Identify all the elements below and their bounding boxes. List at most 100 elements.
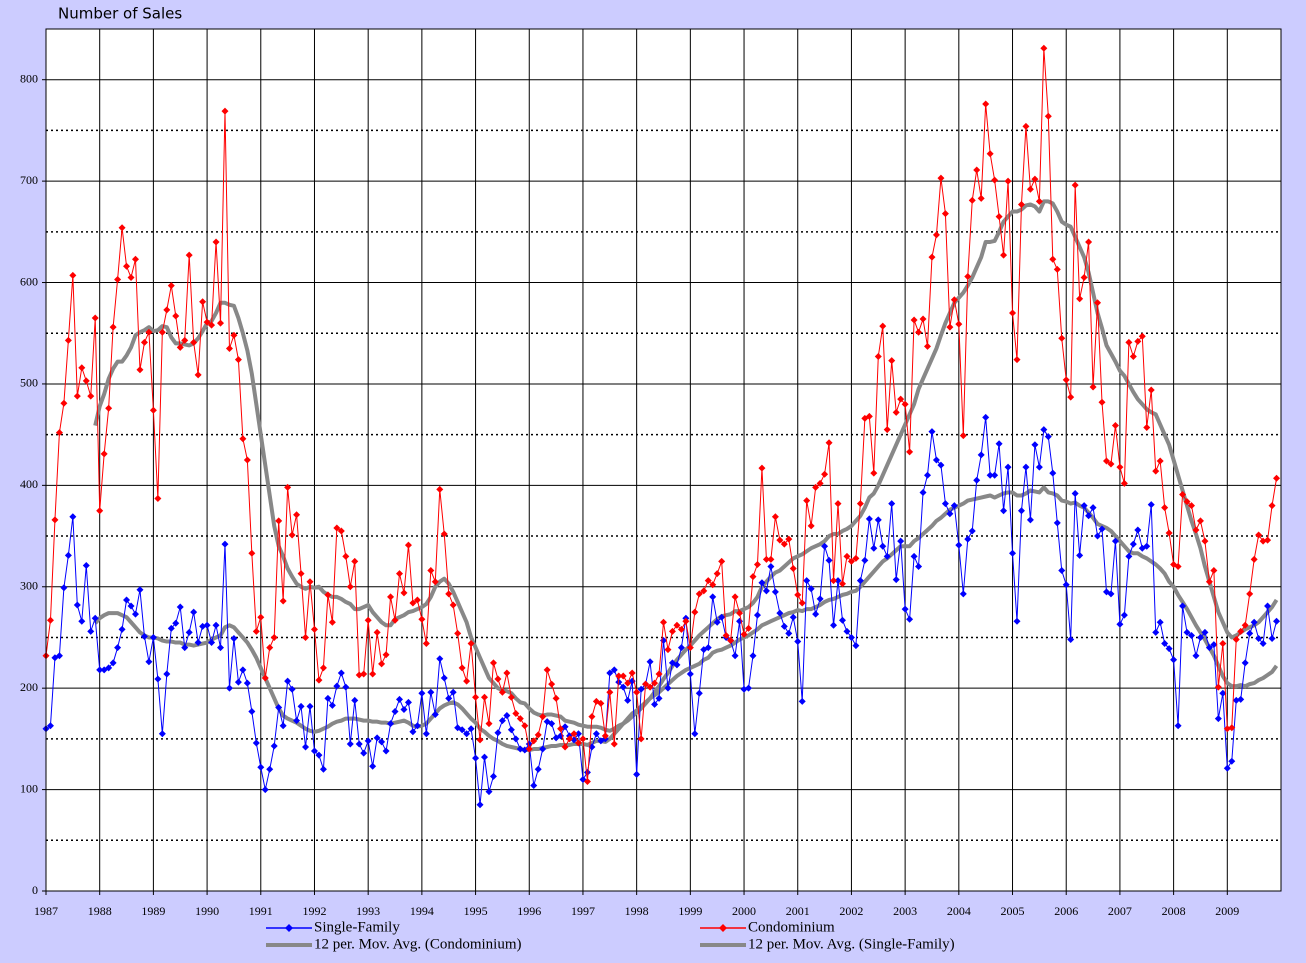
data-point	[964, 535, 972, 543]
data-point	[1183, 628, 1191, 636]
data-point	[677, 625, 685, 633]
data-point	[154, 675, 162, 683]
data-point	[838, 580, 846, 588]
data-point	[807, 585, 815, 593]
x-tick-label: 2000	[732, 904, 756, 918]
data-point	[1143, 542, 1151, 550]
data-point	[628, 669, 636, 677]
data-point	[1161, 504, 1169, 512]
data-point	[1040, 426, 1048, 434]
data-point	[718, 557, 726, 565]
data-point	[915, 562, 923, 570]
data-point	[910, 316, 918, 324]
data-point	[731, 593, 739, 601]
data-point	[727, 637, 735, 645]
data-point	[288, 685, 296, 693]
data-point	[136, 586, 144, 594]
data-point	[1264, 602, 1272, 610]
data-point	[633, 688, 641, 696]
data-point	[1031, 441, 1039, 449]
data-point	[574, 739, 582, 747]
data-point	[1147, 501, 1155, 509]
data-point	[257, 613, 265, 621]
data-point	[1062, 376, 1070, 384]
x-tick-label: 2007	[1108, 904, 1132, 918]
x-tick-label: 1998	[625, 904, 649, 918]
data-point	[440, 674, 448, 682]
data-point	[481, 693, 489, 701]
data-point	[78, 617, 86, 625]
data-point	[319, 765, 327, 773]
x-tick-label: 1995	[464, 904, 488, 918]
data-point	[328, 701, 336, 709]
data-point	[230, 634, 238, 642]
data-point	[140, 338, 148, 346]
data-point	[570, 730, 578, 738]
data-point	[1246, 629, 1254, 637]
data-point	[941, 210, 949, 218]
data-point	[1013, 356, 1021, 364]
data-point	[1053, 519, 1061, 527]
data-point	[346, 740, 354, 748]
data-point	[306, 578, 314, 586]
data-point	[709, 593, 717, 601]
data-point	[266, 765, 274, 773]
data-point	[355, 740, 363, 748]
data-point	[883, 552, 891, 560]
y-tick-label: 400	[20, 477, 38, 491]
data-point	[109, 323, 117, 331]
data-point	[463, 730, 471, 738]
data-point	[127, 273, 135, 281]
data-point	[248, 708, 256, 716]
data-point	[257, 763, 265, 771]
data-point	[1026, 516, 1034, 524]
data-point	[1076, 295, 1084, 303]
data-point	[409, 599, 417, 607]
data-point	[221, 107, 229, 115]
data-point	[270, 633, 278, 641]
data-point	[328, 618, 336, 626]
data-point	[1009, 309, 1017, 317]
data-point	[816, 595, 824, 603]
data-point	[906, 615, 914, 623]
data-point	[888, 357, 896, 365]
data-point	[548, 680, 556, 688]
data-point	[46, 616, 54, 624]
data-point	[1062, 581, 1070, 589]
data-point	[995, 213, 1003, 221]
data-point	[874, 516, 882, 524]
data-point	[1165, 529, 1173, 537]
data-point	[243, 456, 251, 464]
data-point	[780, 540, 788, 548]
x-tick-label: 2008	[1162, 904, 1186, 918]
data-point	[158, 730, 166, 738]
data-point	[1017, 200, 1025, 208]
data-point	[114, 644, 122, 652]
data-point	[888, 500, 896, 508]
data-point	[1268, 502, 1276, 510]
data-point	[1259, 640, 1267, 648]
data-point	[1013, 617, 1021, 625]
x-tick-label: 1988	[88, 904, 112, 918]
data-point	[105, 664, 113, 672]
data-point	[830, 621, 838, 629]
data-point	[924, 342, 932, 350]
legend-label: 12 per. Mov. Avg. (Single-Family)	[748, 936, 955, 952]
data-point	[1255, 634, 1263, 642]
data-point	[145, 658, 153, 666]
data-point	[610, 666, 618, 674]
data-point	[449, 601, 457, 609]
data-point	[194, 371, 202, 379]
data-point	[431, 711, 439, 719]
series-line	[93, 485, 1279, 753]
data-point	[91, 314, 99, 322]
data-point	[149, 406, 157, 414]
data-point	[606, 669, 614, 677]
data-point	[1000, 251, 1008, 259]
data-point	[1085, 512, 1093, 520]
data-point	[503, 669, 511, 677]
data-point	[924, 471, 932, 479]
data-point	[798, 697, 806, 705]
data-point	[342, 683, 350, 691]
data-point	[467, 725, 475, 733]
